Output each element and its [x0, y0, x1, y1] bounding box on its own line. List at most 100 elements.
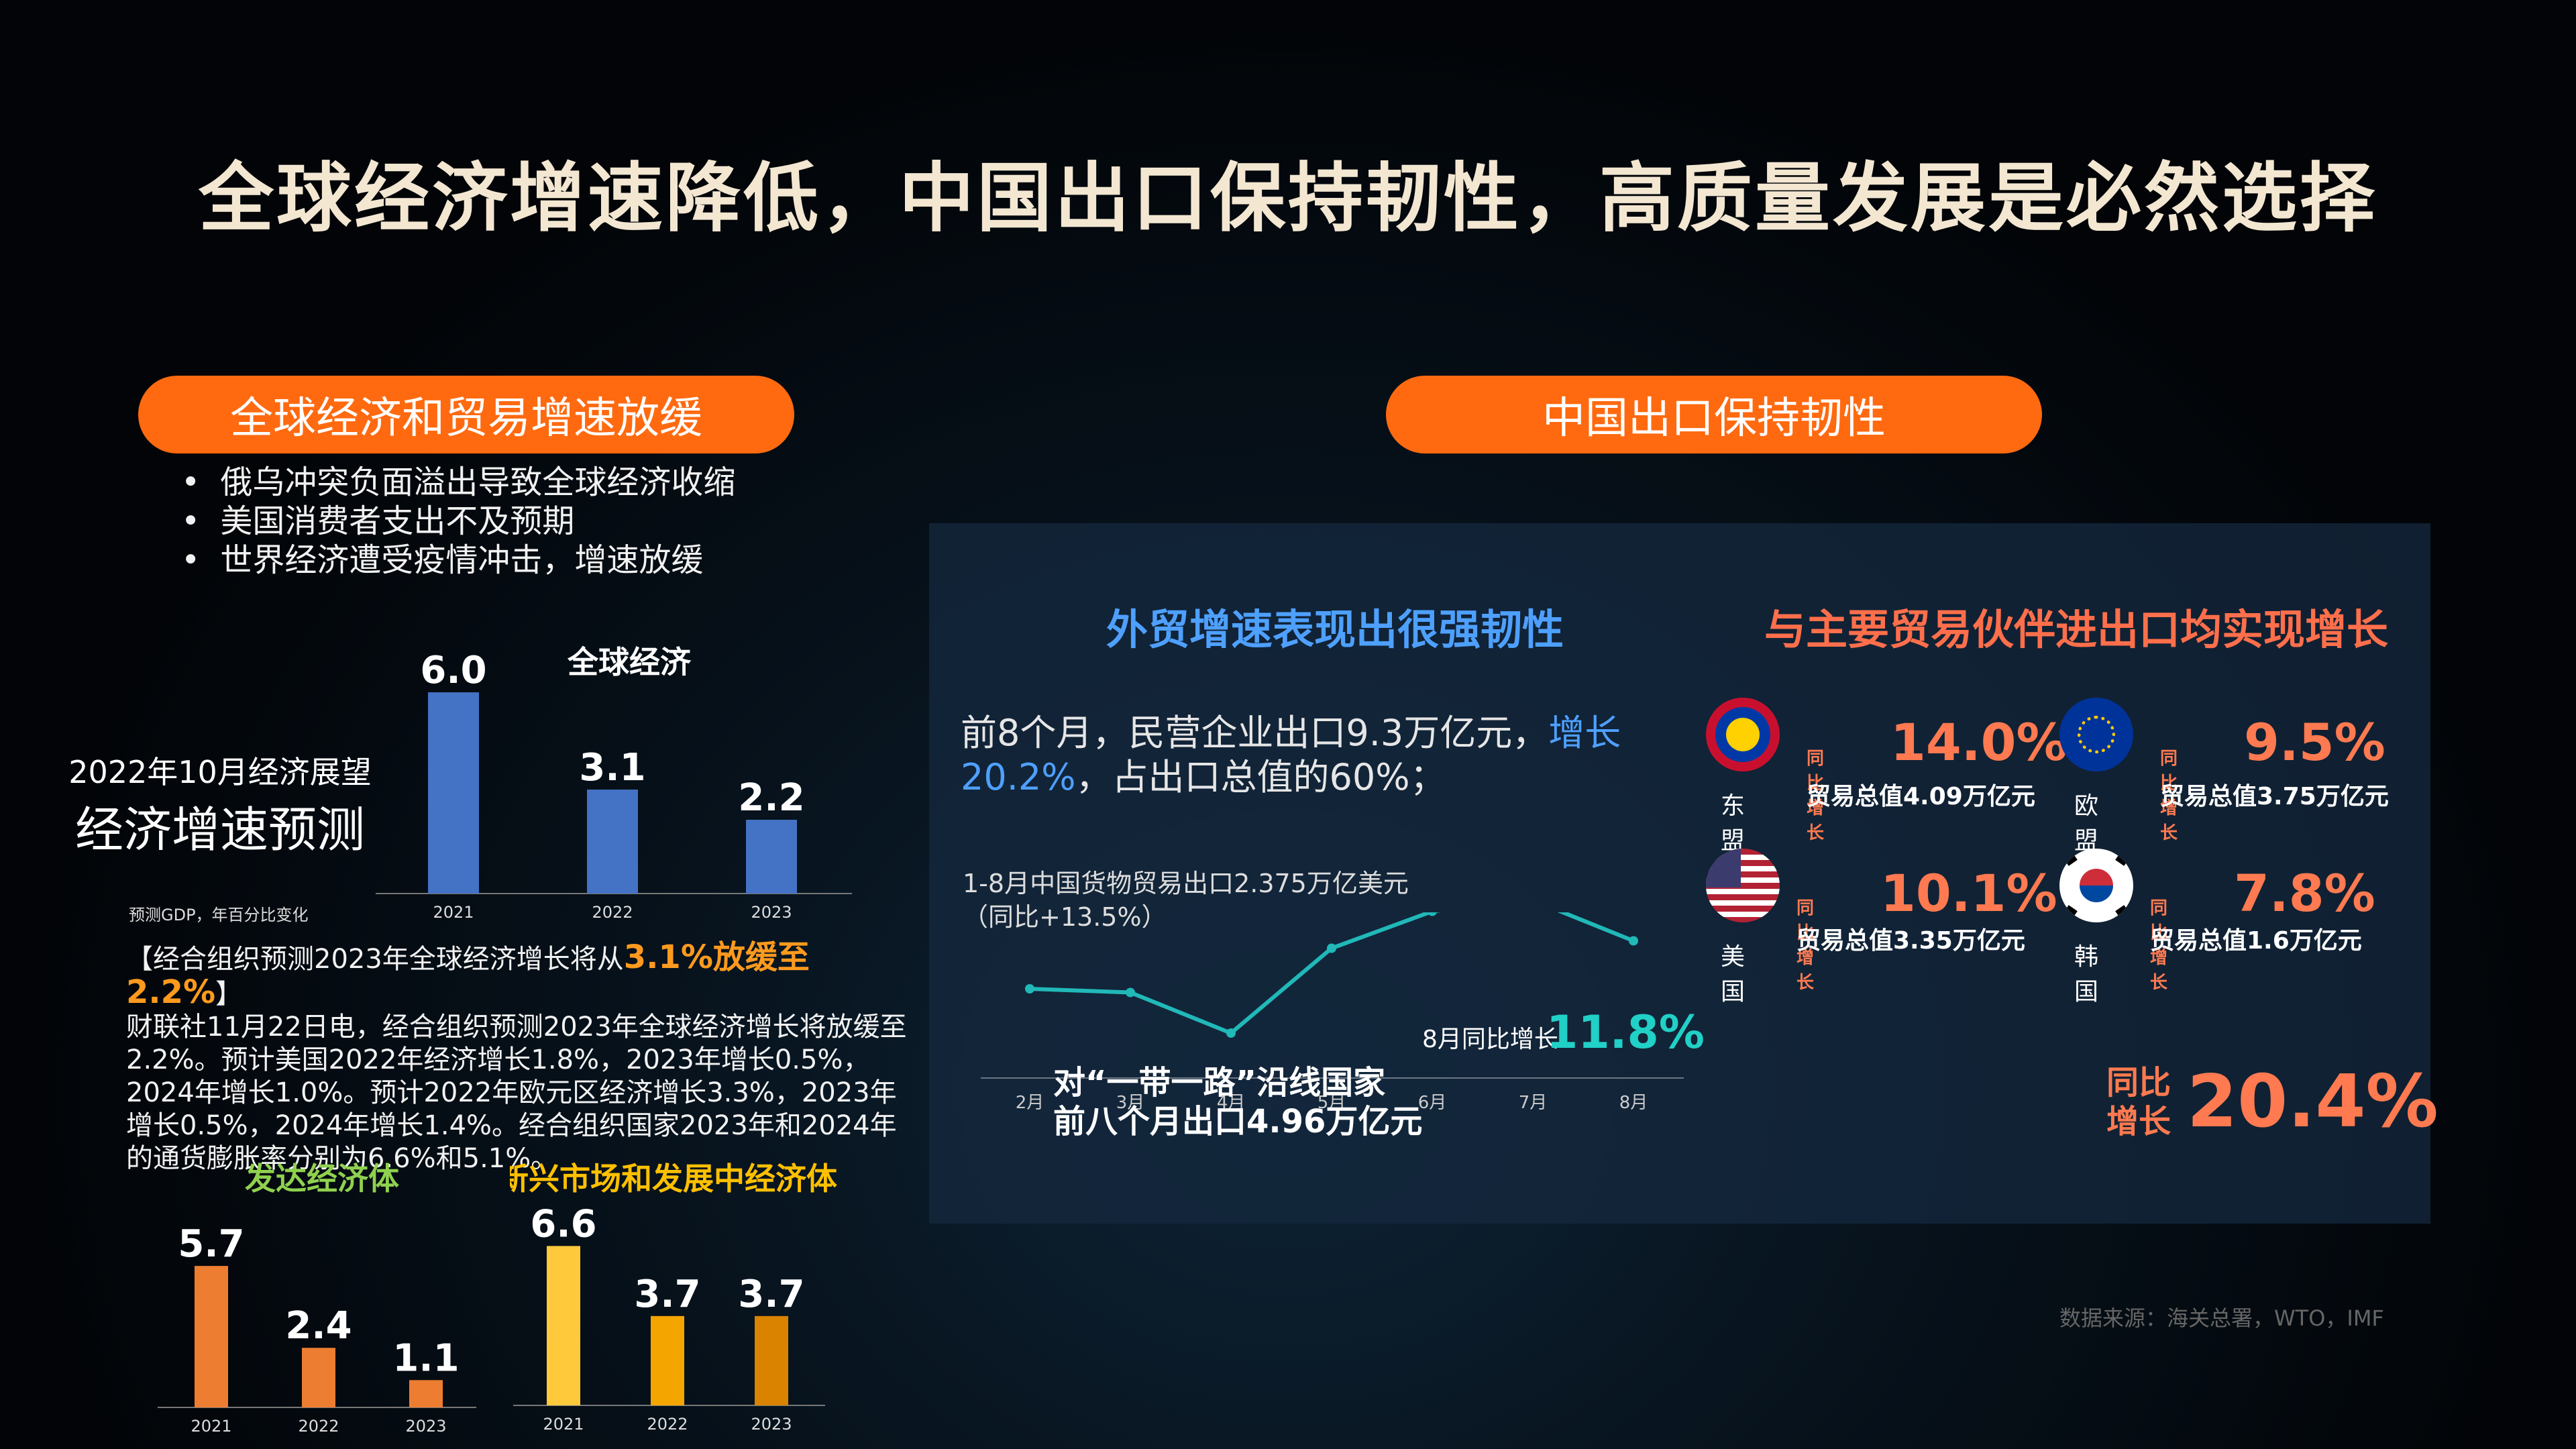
- partner-name: 东盟: [1721, 792, 1746, 855]
- belt-road-value: 20.4%: [2187, 1060, 2438, 1144]
- x-tick-label: 2021: [433, 903, 474, 922]
- partner-total: 贸易总值3.35万亿元: [1796, 927, 2025, 955]
- aug-label: 8月同比增长: [1422, 1026, 1558, 1053]
- partner-tag: 同比增长: [1796, 898, 1815, 993]
- partner-pct: 7.8%: [2234, 863, 2375, 923]
- partner-tag: 同比增长: [2150, 898, 2168, 993]
- line-point: [1629, 936, 1638, 946]
- bar: [409, 1380, 443, 1407]
- chart-caption-line2: （同比+13.5%）: [963, 902, 1167, 932]
- belt-tag1: 同比: [2106, 1064, 2171, 1102]
- x-tick-label: 2021: [543, 1415, 584, 1434]
- bar-value-label: 5.7: [178, 1222, 244, 1266]
- line-point: [1025, 984, 1034, 994]
- x-tick-label: 2021: [191, 1417, 231, 1436]
- belt-road-text: 对“一带一路”沿线国家 前八个月出口4.96万亿元: [1053, 1063, 1422, 1141]
- partners-heading: 与主要贸易伙伴进出口均实现增长: [1764, 605, 2388, 654]
- x-tick-label: 2023: [751, 903, 792, 922]
- partner-pct: 9.5%: [2244, 712, 2385, 772]
- x-tick-label: 3月: [1116, 1093, 1145, 1113]
- bar-value-label: 6.6: [530, 1202, 596, 1246]
- bar-value-label: 2.2: [738, 776, 804, 820]
- x-tick-label: 8月: [1619, 1093, 1648, 1113]
- monthly-export-line-chart: 2月 3月 4月 5月 6月 7月 8月: [981, 912, 1684, 1113]
- outlook-line2: 经济增速预测: [74, 802, 365, 858]
- belt-line2: 前八个月出口4.96万亿元: [1053, 1103, 1423, 1140]
- trade-heading: 外贸增速表现出很强韧性: [1106, 605, 1564, 654]
- partner-name: 美国: [1721, 943, 1746, 1006]
- emerging-markets-chart: 新兴市场和发展中经济体 6.6 2021 3.7 2022 3.7 2023: [510, 1161, 837, 1434]
- news-body: 财联社11月22日电，经合组织预测2023年全球经济增长将放缓至2.2%。预计美…: [126, 1012, 907, 1174]
- news-headline-post: 】: [215, 979, 243, 1010]
- line-point: [1428, 912, 1437, 916]
- chart-title: 发达经济体: [245, 1161, 399, 1197]
- text-pre: 前8个月，民营企业出口9.3万亿元，: [961, 712, 1549, 754]
- chart-caption: 1-8月中国货物贸易出口2.375万亿美元 （同比+13.5%）: [963, 867, 1409, 934]
- x-tick-label: 2022: [647, 1415, 688, 1434]
- bar: [428, 692, 479, 894]
- bar: [547, 1246, 580, 1405]
- data-source: 数据来源：海关总署，WTO，IMF: [2059, 1305, 2384, 1331]
- bar: [195, 1266, 228, 1407]
- korea-flag-icon: [2059, 849, 2133, 922]
- x-tick-label: 5月: [1318, 1093, 1346, 1113]
- bullet-item: 世界经济遭受疫情冲击，增速放缓: [181, 541, 735, 580]
- bar-value-label: 3.7: [634, 1273, 700, 1316]
- right-section-pill: 中国出口保持韧性: [1386, 376, 2042, 453]
- aug-growth-value: 11.8%: [1546, 1006, 1705, 1059]
- chart-title: 全球经济: [567, 644, 692, 680]
- left-section-pill: 全球经济和贸易增速放缓: [138, 376, 794, 453]
- x-tick-label: 6月: [1418, 1093, 1447, 1113]
- partner-total: 贸易总值4.09万亿元: [1807, 783, 2035, 810]
- x-tick-label: 4月: [1217, 1093, 1246, 1113]
- line-point: [1126, 987, 1135, 998]
- bar-value-label: 6.0: [420, 649, 486, 692]
- x-tick-label: 7月: [1519, 1093, 1548, 1113]
- text-post: ，占出口总值的60%；: [1075, 756, 1446, 798]
- belt-road-tag: 同比 增长: [2106, 1063, 2171, 1141]
- news-headline: 【经合组织预测2023年全球经济增长将从3.1%放缓至2.2%】: [126, 941, 918, 1011]
- bar-value-label: 3.1: [579, 746, 645, 790]
- bar-value-label: 3.7: [738, 1273, 804, 1316]
- belt-tag2: 增长: [2106, 1103, 2171, 1140]
- text-highlight-value: 20.2%: [961, 756, 1076, 798]
- x-tick-label: 2023: [405, 1417, 446, 1436]
- private-export-text: 前8个月，民营企业出口9.3万亿元，增长 20.2%，占出口总值的60%；: [961, 711, 1652, 800]
- partner-total: 贸易总值1.6万亿元: [2150, 927, 2362, 955]
- bullet-item: 美国消费者支出不及预期: [181, 502, 735, 541]
- bar: [587, 790, 638, 894]
- bar: [651, 1316, 684, 1405]
- x-tick-label: 2023: [751, 1415, 792, 1434]
- bar: [755, 1316, 788, 1405]
- china-export-panel: 外贸增速表现出很强韧性 与主要贸易伙伴进出口均实现增长 前8个月，民营企业出口9…: [929, 523, 2438, 1224]
- partner-name: 欧盟: [2074, 792, 2099, 855]
- bullet-item: 俄乌冲突负面溢出导致全球经济收缩: [181, 463, 735, 502]
- outlook-line1: 2022年10月经济展望: [68, 754, 372, 790]
- chart-caption-line1: 1-8月中国货物贸易出口2.375万亿美元: [963, 869, 1409, 898]
- partner-pct: 14.0%: [1890, 712, 2068, 772]
- bullet-list: 俄乌冲突负面溢出导致全球经济收缩 美国消费者支出不及预期 世界经济遭受疫情冲击，…: [181, 463, 735, 580]
- news-headline-highlight: 3.1%放缓至2.2%: [126, 938, 810, 1011]
- page-title: 全球经济增速降低，中国出口保持韧性，高质量发展是必然选择: [199, 155, 2377, 242]
- partner-tag: 同比增长: [2160, 749, 2178, 843]
- global-economy-chart: 全球经济 6.0 2021 3.1 2022 2.2 2023: [376, 644, 852, 922]
- news-block: 【经合组织预测2023年全球经济增长将从3.1%放缓至2.2%】 财联社11月2…: [126, 941, 918, 1175]
- news-headline-pre: 【经合组织预测2023年全球经济增长将从: [126, 944, 624, 975]
- partner-total: 贸易总值3.75万亿元: [2160, 783, 2389, 810]
- belt-line1: 对“一带一路”沿线国家: [1053, 1064, 1386, 1102]
- developed-economies-chart: 发达经济体 5.7 2021 2.4 2022 1.1 2023: [158, 1161, 476, 1436]
- partner-name: 韩国: [2074, 943, 2099, 1006]
- export-line-series: [1029, 912, 1635, 1036]
- bar-value-label: 1.1: [392, 1336, 459, 1380]
- x-tick-label: 2022: [298, 1417, 339, 1436]
- usa-flag-icon: [1706, 849, 1780, 922]
- outlook-note: 预测GDP，年百分比变化: [129, 906, 309, 924]
- partner-tag: 同比增长: [1807, 749, 1825, 843]
- bar: [746, 820, 797, 894]
- aug-growth-label: 8月同比增长: [1422, 1020, 1558, 1055]
- line-point: [1327, 943, 1336, 953]
- bar-value-label: 2.4: [285, 1304, 352, 1348]
- eu-flag-icon: [2059, 698, 2133, 771]
- partner-pct: 10.1%: [1880, 863, 2057, 923]
- line-point: [1226, 1028, 1236, 1038]
